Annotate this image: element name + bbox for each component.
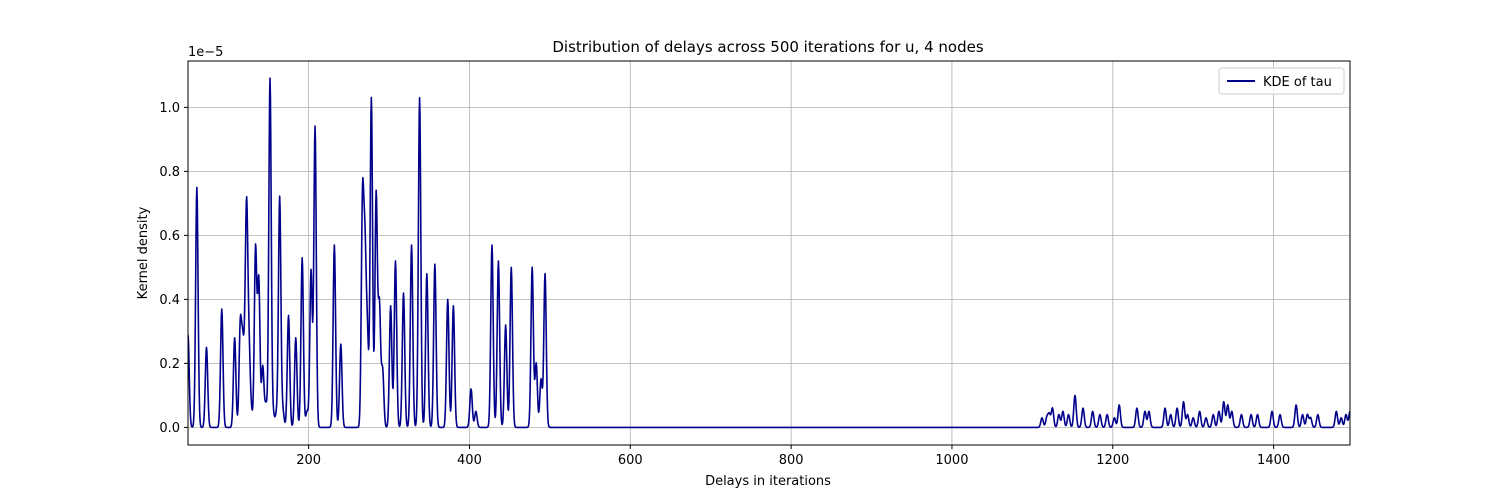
y-tick-label: 0.2 <box>159 357 180 372</box>
x-tick-label: 1400 <box>1257 453 1290 468</box>
legend-box <box>1218 67 1345 95</box>
chart-title: Distribution of delays across 500 iterat… <box>552 38 983 56</box>
y-tick-label: 0.6 <box>159 229 180 244</box>
x-axis: 200 400 600 800 1000 1200 1400 <box>296 445 1290 468</box>
legend-entry-kde-of-tau: KDE of tau <box>1263 75 1332 90</box>
y-tick-label: 1.0 <box>159 101 180 116</box>
x-tick-label: 1200 <box>1096 453 1129 468</box>
plot-frame <box>187 60 1351 446</box>
y-axis-label: Kernel density <box>136 206 151 299</box>
x-tick-label: 800 <box>779 453 804 468</box>
x-tick-label: 1000 <box>935 453 968 468</box>
x-tick-label: 600 <box>618 453 643 468</box>
y-tick-label: 0.8 <box>159 165 180 180</box>
x-axis-label: Delays in iterations <box>705 474 831 489</box>
y-axis: 0.0 0.2 0.4 0.6 0.8 1.0 <box>159 101 188 436</box>
x-tick-label: 200 <box>296 453 321 468</box>
y-offset-label: 1e−5 <box>188 45 223 60</box>
legend: KDE of tau <box>1218 67 1345 95</box>
y-tick-label: 0.0 <box>159 421 180 436</box>
series-layer <box>188 77 1350 429</box>
series-line-kde-of-tau <box>188 77 1350 429</box>
x-tick-label: 400 <box>457 453 482 468</box>
y-tick-label: 0.4 <box>159 293 180 308</box>
